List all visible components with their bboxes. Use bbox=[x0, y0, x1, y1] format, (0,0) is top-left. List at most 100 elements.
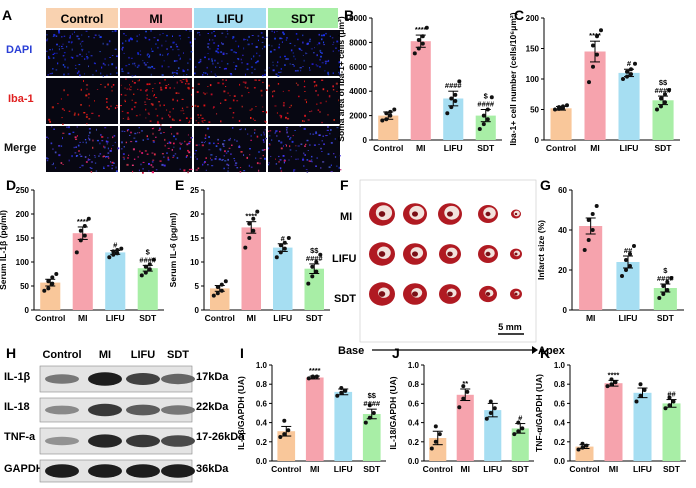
micrograph-speck bbox=[268, 147, 270, 150]
micrograph-speck bbox=[286, 131, 288, 134]
micrograph-speck bbox=[74, 136, 77, 139]
x-tick-label: Control bbox=[569, 464, 599, 474]
micrograph-speck bbox=[113, 162, 115, 164]
slice-row-label-mi: MI bbox=[340, 211, 352, 223]
micrograph-speck bbox=[178, 67, 180, 70]
micrograph-speck bbox=[179, 119, 182, 122]
micrograph-speck bbox=[134, 101, 137, 104]
micrograph-speck bbox=[104, 64, 106, 66]
micrograph-speck bbox=[315, 90, 317, 92]
micrograph-speck bbox=[165, 85, 168, 87]
micrograph-speck bbox=[80, 155, 83, 157]
micrograph-speck bbox=[194, 38, 196, 40]
data-point bbox=[433, 439, 438, 444]
blot-band bbox=[126, 404, 160, 416]
micrograph-speck bbox=[172, 108, 174, 110]
micrograph-speck bbox=[234, 164, 237, 166]
panel-letter-h: H bbox=[6, 345, 16, 361]
micrograph-speck bbox=[220, 120, 222, 123]
data-point bbox=[215, 291, 220, 296]
micrograph-speck bbox=[206, 92, 208, 94]
y-tick-label: 0.4 bbox=[554, 419, 566, 428]
micrograph-speck bbox=[263, 133, 265, 136]
micrograph-speck bbox=[286, 112, 289, 114]
micrograph-speck bbox=[88, 51, 90, 53]
micrograph-speck bbox=[98, 115, 100, 117]
y-tick-label: 0.8 bbox=[408, 380, 420, 389]
micrograph-speck bbox=[124, 87, 126, 89]
micrograph-speck bbox=[176, 81, 178, 84]
data-point bbox=[107, 255, 112, 260]
data-point bbox=[492, 406, 497, 411]
micrograph-speck bbox=[226, 30, 228, 32]
micrograph-speck bbox=[225, 53, 228, 55]
micrograph-speck bbox=[259, 157, 262, 159]
micrograph-speck bbox=[306, 159, 309, 161]
blot-band bbox=[88, 464, 122, 478]
micrograph-speck bbox=[111, 89, 113, 92]
data-point bbox=[488, 399, 493, 404]
micrograph-speck bbox=[281, 41, 283, 43]
micrograph-bg bbox=[46, 30, 118, 76]
micrograph-speck bbox=[173, 135, 175, 138]
micrograph-speck bbox=[116, 72, 118, 74]
micrograph-speck bbox=[264, 69, 266, 72]
micrograph-speck bbox=[51, 106, 54, 109]
micrograph-speck bbox=[208, 58, 210, 61]
y-tick-label: 100 bbox=[16, 258, 30, 267]
micrograph-speck bbox=[222, 143, 225, 146]
micrograph-speck bbox=[188, 122, 190, 124]
micrograph-speck bbox=[157, 46, 159, 49]
micrograph-speck bbox=[311, 63, 314, 65]
blot-band bbox=[161, 464, 195, 478]
micrograph-speck bbox=[175, 72, 178, 74]
data-point bbox=[310, 274, 315, 279]
blot-row-2 bbox=[39, 427, 195, 455]
data-point bbox=[477, 127, 482, 131]
micrograph-speck bbox=[263, 141, 265, 143]
micrograph-speck bbox=[74, 64, 77, 66]
micrograph-speck bbox=[213, 142, 215, 145]
micrograph-speck bbox=[327, 73, 330, 75]
data-point bbox=[625, 69, 629, 74]
micrograph-speck bbox=[197, 31, 198, 34]
micrograph-speck bbox=[299, 67, 302, 69]
data-point bbox=[384, 111, 389, 116]
micrograph-speck bbox=[85, 94, 88, 97]
micrograph-speck bbox=[279, 114, 281, 117]
micrograph-speck bbox=[239, 83, 241, 86]
micrograph-speck bbox=[228, 147, 231, 149]
micrograph-speck bbox=[61, 117, 63, 119]
micrograph-speck bbox=[137, 132, 138, 134]
micrograph-speck bbox=[220, 102, 222, 104]
data-point bbox=[282, 246, 287, 251]
micrograph-speck bbox=[63, 109, 65, 111]
micrograph-speck bbox=[69, 35, 71, 37]
micrograph-speck bbox=[230, 153, 232, 155]
micrograph-speck bbox=[164, 138, 166, 141]
micrograph-speck bbox=[246, 87, 249, 89]
micrograph-speck bbox=[304, 99, 307, 101]
micrograph-speck bbox=[149, 54, 151, 57]
chart-j: 0.00.20.40.60.81.0IL-18/GAPDH (UA)Contro… bbox=[388, 361, 534, 474]
micrograph-speck bbox=[262, 74, 264, 77]
micrograph-speck bbox=[161, 163, 164, 166]
micrograph-speck bbox=[107, 83, 109, 86]
micrograph-speck bbox=[137, 80, 140, 82]
micrograph-speck bbox=[137, 64, 140, 67]
micrograph-speck bbox=[110, 161, 112, 163]
y-tick-label: 20 bbox=[558, 266, 567, 275]
micrograph-speck bbox=[86, 113, 88, 116]
micrograph-speck bbox=[179, 142, 181, 144]
heart-slices bbox=[369, 202, 522, 306]
micrograph-speck bbox=[321, 79, 324, 81]
slice-lumen bbox=[485, 251, 491, 257]
micrograph-speck bbox=[330, 164, 332, 166]
micrograph-speck bbox=[96, 128, 97, 131]
micrograph-speck bbox=[154, 83, 156, 85]
micrograph-speck bbox=[234, 160, 236, 162]
micrograph-speck bbox=[207, 164, 209, 166]
micrograph-r1-c2 bbox=[194, 78, 268, 124]
micrograph-speck bbox=[146, 53, 149, 55]
